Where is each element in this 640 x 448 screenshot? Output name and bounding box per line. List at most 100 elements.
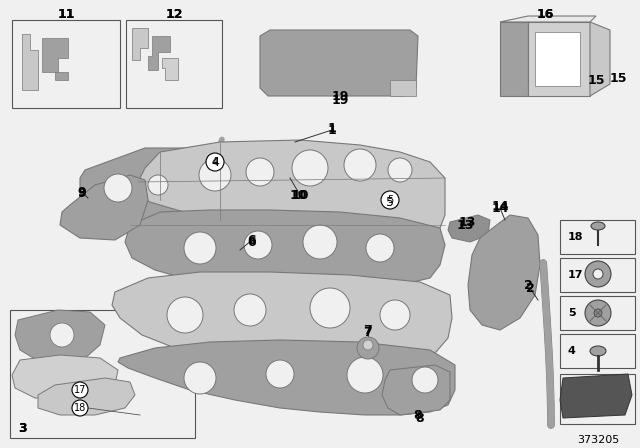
Polygon shape (132, 28, 148, 60)
Polygon shape (148, 36, 170, 70)
Bar (560, 374, 635, 424)
Text: 13: 13 (458, 215, 476, 228)
Text: 11: 11 (57, 8, 75, 21)
Circle shape (184, 232, 216, 264)
Text: 8: 8 (416, 412, 424, 425)
Circle shape (72, 400, 88, 416)
Polygon shape (80, 148, 240, 228)
Text: 12: 12 (165, 8, 183, 21)
Polygon shape (12, 355, 118, 400)
Circle shape (412, 367, 438, 393)
Text: 3: 3 (18, 422, 27, 435)
Polygon shape (500, 16, 596, 22)
Polygon shape (60, 175, 148, 240)
Text: 4: 4 (568, 346, 576, 356)
Text: 3: 3 (18, 422, 27, 435)
Text: 15: 15 (588, 73, 605, 86)
Ellipse shape (590, 346, 606, 356)
Polygon shape (118, 340, 455, 415)
Text: 15: 15 (609, 72, 627, 85)
Bar (10, 310, 195, 438)
Ellipse shape (591, 222, 605, 230)
Polygon shape (55, 72, 68, 80)
Text: 14: 14 (492, 199, 509, 212)
Polygon shape (15, 310, 105, 365)
Polygon shape (162, 58, 178, 80)
Polygon shape (448, 215, 490, 242)
Text: 18: 18 (568, 232, 584, 242)
Text: 11: 11 (57, 8, 75, 21)
Bar (126, 20, 222, 108)
Text: 10: 10 (291, 189, 308, 202)
Text: 2: 2 (525, 281, 534, 294)
Polygon shape (528, 22, 590, 96)
Circle shape (594, 309, 602, 317)
Polygon shape (38, 378, 135, 415)
Text: 10: 10 (289, 189, 307, 202)
Polygon shape (500, 22, 528, 96)
Text: 16: 16 (536, 8, 554, 21)
Circle shape (266, 360, 294, 388)
Circle shape (199, 159, 231, 191)
Circle shape (72, 382, 88, 398)
Bar (560, 296, 635, 330)
Text: 7: 7 (364, 326, 372, 339)
Polygon shape (260, 30, 418, 96)
Circle shape (585, 300, 611, 326)
Text: 19: 19 (332, 94, 349, 107)
Text: 7: 7 (364, 323, 372, 336)
Text: 5: 5 (568, 308, 575, 318)
Text: 9: 9 (77, 186, 86, 199)
Circle shape (357, 337, 379, 359)
Text: 4: 4 (212, 157, 218, 167)
Circle shape (246, 158, 274, 186)
Circle shape (234, 294, 266, 326)
Bar (560, 258, 635, 292)
Text: 9: 9 (77, 185, 86, 198)
Circle shape (50, 323, 74, 347)
Circle shape (244, 231, 272, 259)
Text: 6: 6 (248, 233, 256, 246)
Circle shape (303, 225, 337, 259)
Text: 16: 16 (536, 8, 554, 21)
Text: 6: 6 (248, 236, 256, 249)
Text: 5: 5 (386, 195, 394, 208)
Text: 14: 14 (492, 202, 509, 215)
Circle shape (206, 153, 224, 171)
Polygon shape (590, 22, 610, 96)
Text: 17: 17 (568, 270, 584, 280)
Bar (560, 334, 635, 368)
Text: 18: 18 (74, 403, 86, 413)
Polygon shape (138, 140, 445, 238)
Circle shape (184, 362, 216, 394)
Polygon shape (468, 215, 540, 330)
Circle shape (167, 297, 203, 333)
Bar (560, 220, 635, 254)
Text: 4: 4 (211, 155, 219, 168)
Polygon shape (112, 272, 452, 368)
Text: 13: 13 (456, 219, 474, 232)
Text: 2: 2 (524, 279, 532, 292)
Text: 5: 5 (387, 195, 393, 205)
Circle shape (585, 261, 611, 287)
Circle shape (347, 357, 383, 393)
Circle shape (363, 340, 373, 350)
Polygon shape (125, 210, 445, 292)
Circle shape (381, 191, 399, 209)
Circle shape (388, 158, 412, 182)
Polygon shape (382, 365, 450, 415)
Circle shape (292, 150, 328, 186)
Polygon shape (535, 32, 580, 86)
Circle shape (344, 149, 376, 181)
Polygon shape (560, 374, 632, 418)
Circle shape (380, 300, 410, 330)
Text: 17: 17 (74, 385, 86, 395)
Text: 19: 19 (332, 90, 349, 103)
Polygon shape (390, 80, 416, 96)
Text: 1: 1 (328, 121, 337, 134)
Text: 1: 1 (328, 124, 337, 137)
Polygon shape (22, 34, 38, 90)
Circle shape (148, 175, 168, 195)
Bar (12, 20, 120, 108)
Circle shape (310, 288, 350, 328)
